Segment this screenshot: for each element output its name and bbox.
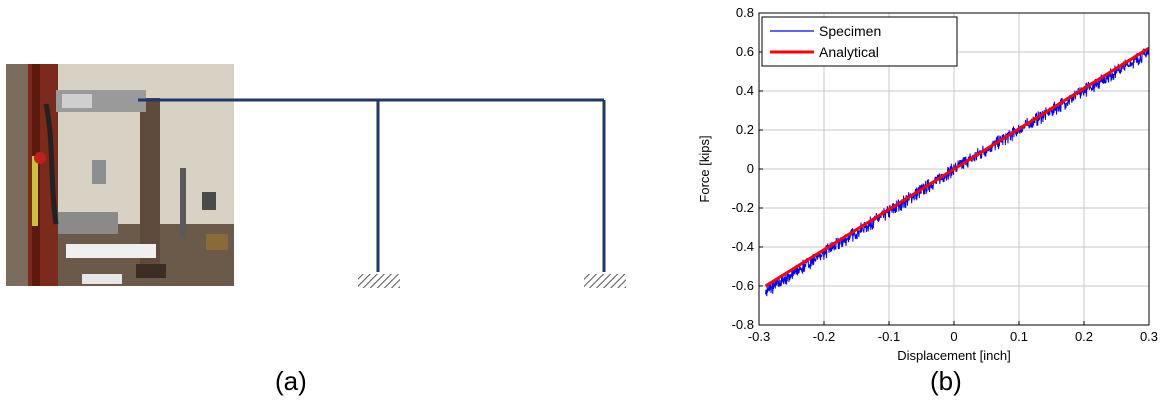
force-displacement-chart: -0.3 -0.2 -0.1 0 0.1 0.2 0.3 0.8 0.6 0.4 0.2 0 -0.2… [697, 5, 1158, 363]
x-tick-label: 0.3 [1140, 329, 1158, 344]
y-tick-label: 0.4 [736, 83, 754, 98]
y-tick-labels: 0.8 0.6 0.4 0.2 0 -0.2 -0.4 -0.6 -0.8 [732, 5, 754, 332]
y-tick-label: -0.4 [732, 239, 754, 254]
x-tick-label: -0.3 [748, 329, 770, 344]
y-tick-label: 0 [747, 161, 754, 176]
x-tick-label: 0.1 [1010, 329, 1028, 344]
x-tick-label: 0.2 [1075, 329, 1093, 344]
y-tick-label: 0.6 [736, 44, 754, 59]
portal-frame-diagram [138, 98, 626, 288]
x-tick-label: -0.2 [813, 329, 835, 344]
x-tick-label: -0.1 [878, 329, 900, 344]
caption-b: (b) [930, 366, 962, 396]
plot-frame [758, 12, 1150, 326]
frame-members [138, 98, 606, 272]
y-tick-label: -0.8 [732, 317, 754, 332]
legend-label-analytical: Analytical [819, 44, 879, 60]
y-tick-label: 0.2 [736, 122, 754, 137]
legend-box [761, 16, 958, 67]
x-tick-labels: -0.3 -0.2 -0.1 0 0.1 0.2 0.3 [748, 329, 1158, 344]
fixed-support-middle [358, 274, 400, 288]
caption-a: (a) [275, 366, 307, 396]
y-tick-label: -0.2 [732, 200, 754, 215]
y-axis-label: Force [kips] [697, 135, 712, 202]
legend: Specimen Analytical [761, 16, 958, 67]
series-line-analytical [764, 46, 1150, 288]
y-tick-label: 0.8 [736, 5, 754, 20]
y-tick-label: -0.6 [732, 278, 754, 293]
x-axis-label: Displacement [inch] [897, 348, 1010, 363]
x-tick-label: 0 [950, 329, 957, 344]
legend-label-specimen: Specimen [819, 23, 881, 39]
fixed-support-right [584, 274, 626, 288]
series-group [764, 46, 1150, 297]
